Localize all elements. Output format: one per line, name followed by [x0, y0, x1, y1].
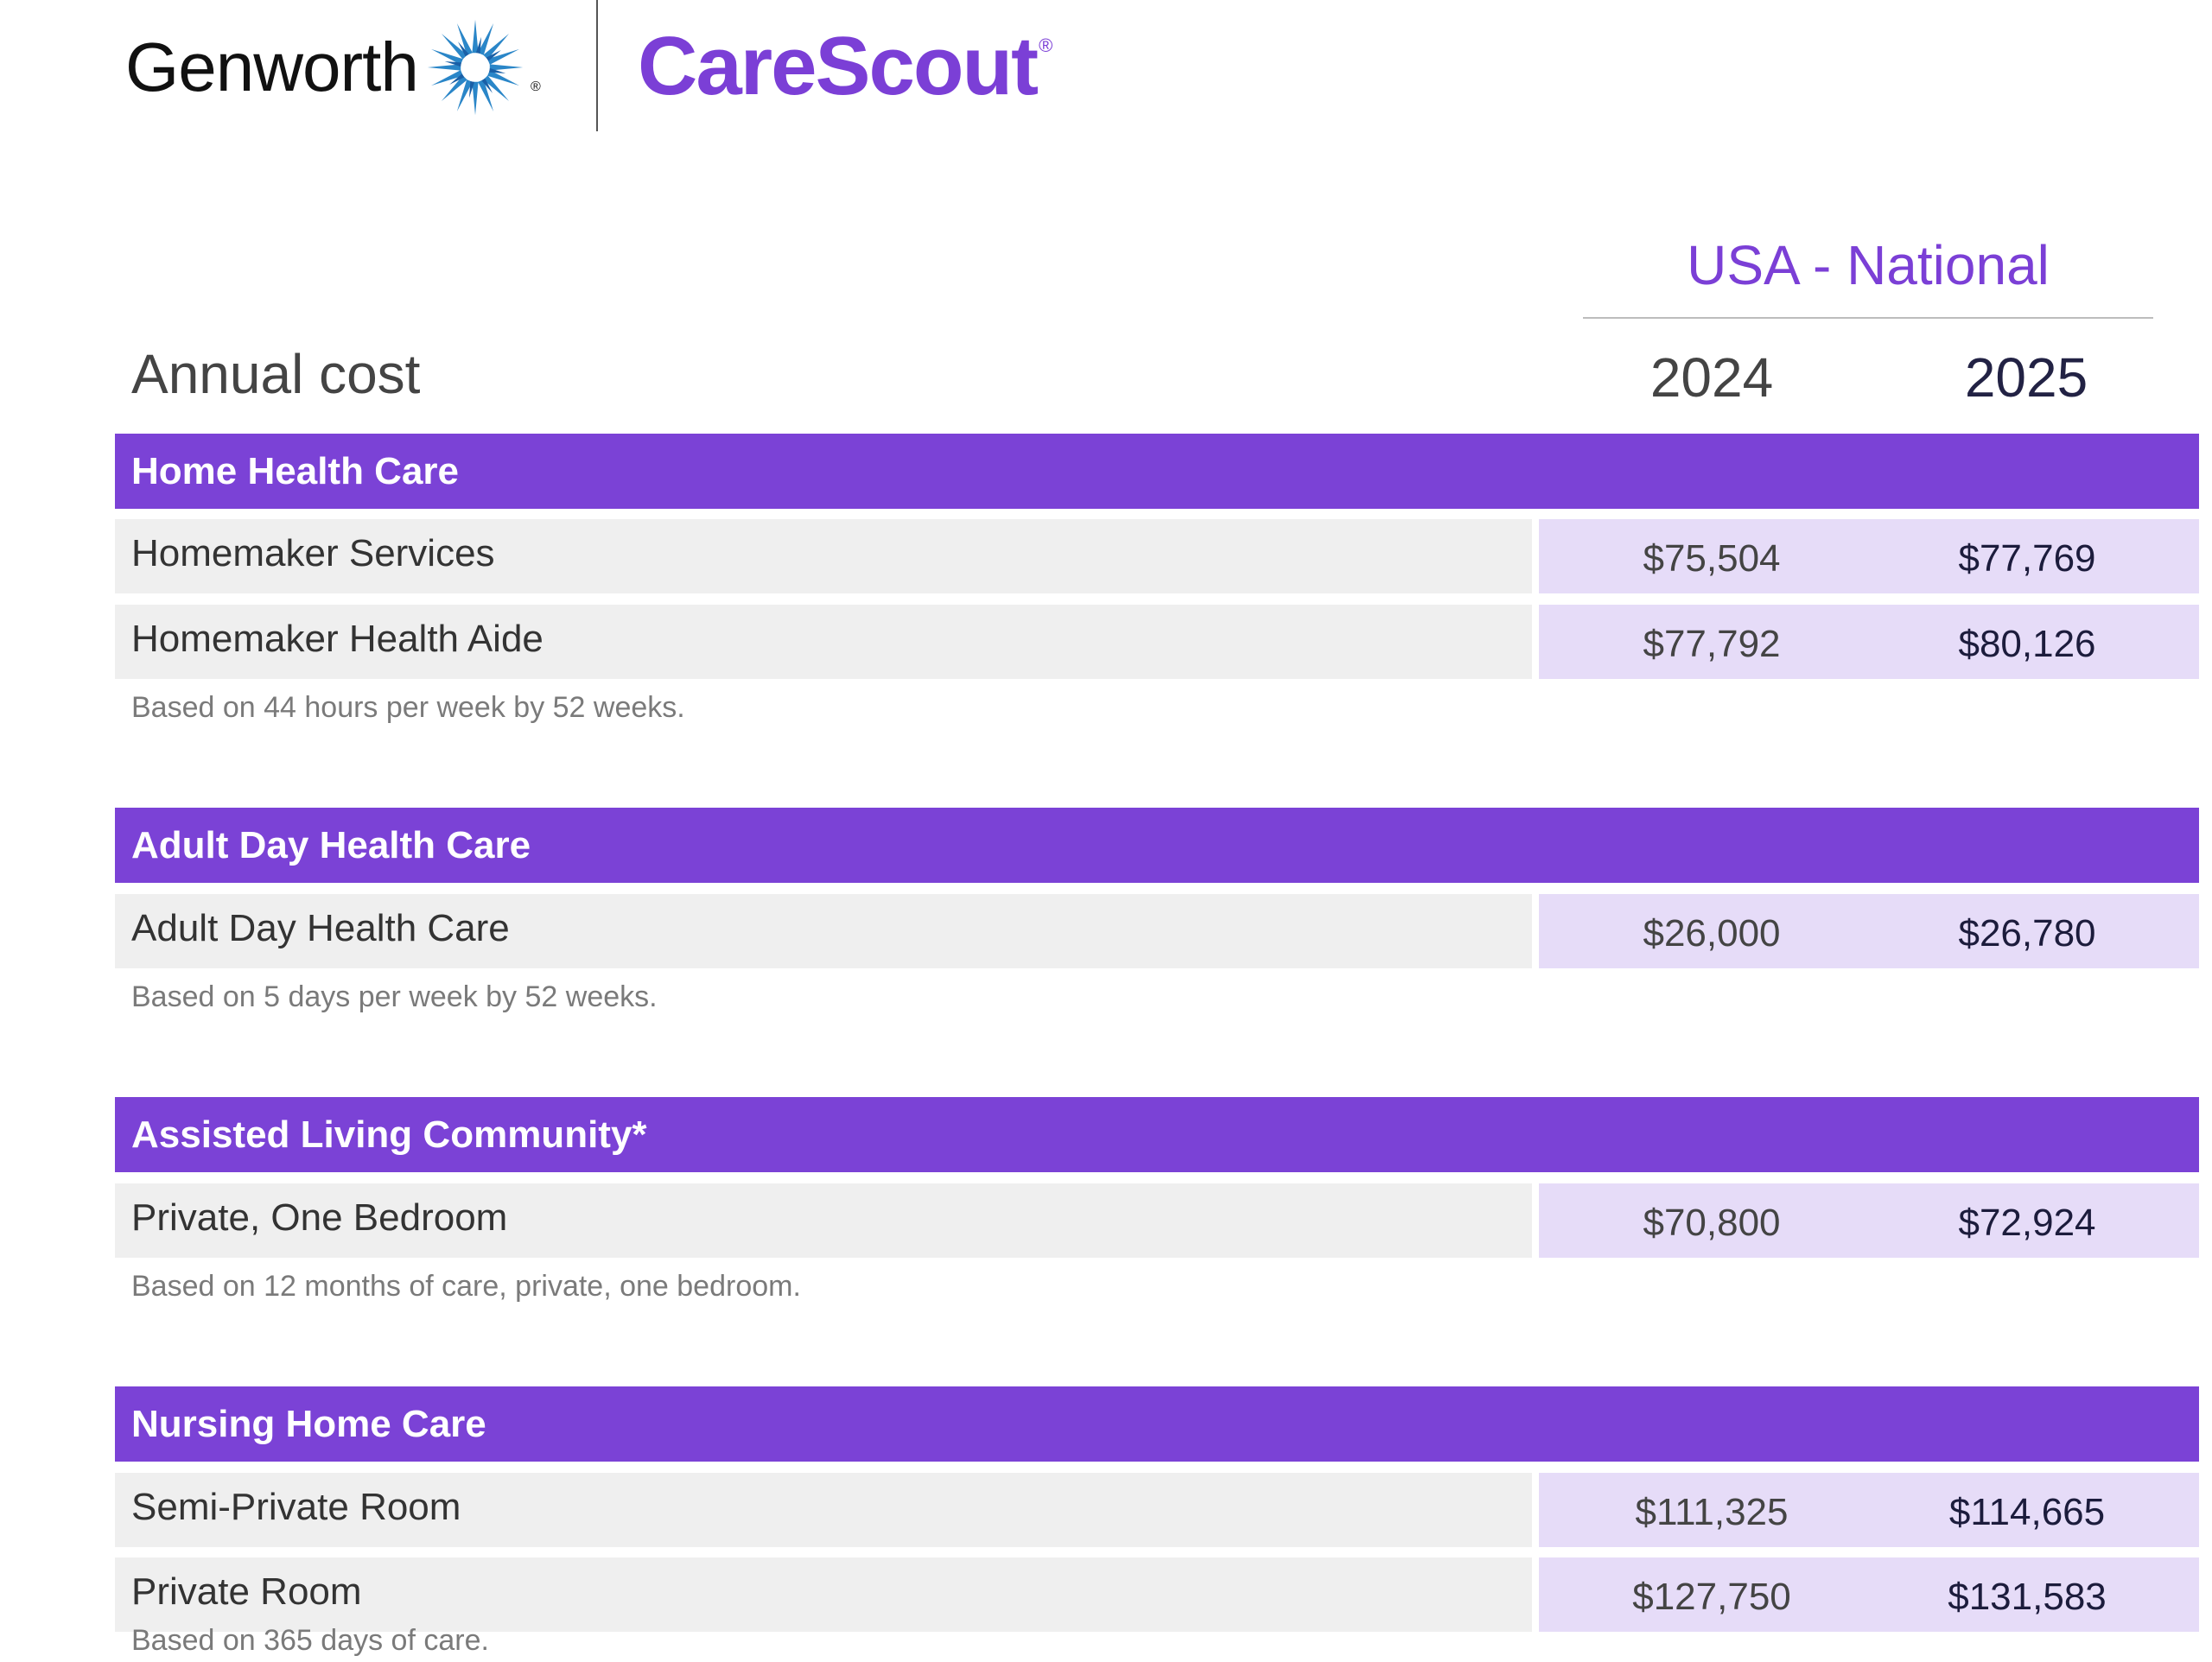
section-note: Based on 44 hours per week by 52 weeks. — [131, 691, 685, 724]
section-header-nursing-home-care: Nursing Home Care — [115, 1386, 2199, 1462]
genworth-registered-mark: ® — [531, 79, 541, 94]
carescout-registered-mark: ® — [1039, 35, 1052, 56]
carescout-logo: CareScout® — [638, 19, 1052, 114]
cost-2024: $26,000 — [1643, 912, 1781, 955]
row-values: $75,504 $77,769 — [1539, 519, 2199, 593]
section-note: Based on 12 months of care, private, one… — [131, 1270, 801, 1303]
table-title: Annual cost — [131, 343, 421, 405]
row-values: $111,325 $114,665 — [1539, 1473, 2199, 1547]
logo-divider — [596, 0, 598, 131]
logo-bar: Genworth — [125, 0, 544, 134]
cost-2024: $70,800 — [1643, 1202, 1781, 1244]
section-header-adult-day-health-care: Adult Day Health Care — [115, 808, 2199, 883]
row-label: Private, One Bedroom — [115, 1183, 1532, 1258]
column-header-2025: 2025 — [1964, 346, 2088, 409]
cost-2024: $111,325 — [1635, 1491, 1789, 1533]
row-label: Homemaker Services — [115, 519, 1532, 593]
section-header-assisted-living: Assisted Living Community* — [115, 1097, 2199, 1172]
cost-2024: $127,750 — [1632, 1576, 1791, 1618]
cost-2025: $77,769 — [1958, 537, 2096, 580]
carescout-wordmark: CareScout — [638, 20, 1039, 112]
row-label: Homemaker Health Aide — [115, 605, 1532, 679]
genworth-wordmark: Genworth — [125, 28, 419, 105]
table-row: Homemaker Health Aide $77,792 $80,126 — [115, 605, 2199, 679]
genworth-starburst-icon: ® — [423, 7, 544, 128]
column-header-2024: 2024 — [1649, 346, 1774, 409]
region-heading: USA - National — [1687, 234, 2050, 296]
region-divider — [1583, 317, 2153, 319]
table-row: Semi-Private Room $111,325 $114,665 — [115, 1473, 2199, 1547]
row-values: $127,750 $131,583 — [1539, 1557, 2199, 1632]
table-row: Private Room $127,750 $131,583 — [115, 1557, 2199, 1632]
row-values: $26,000 $26,780 — [1539, 894, 2199, 968]
row-label: Semi-Private Room — [115, 1473, 1532, 1547]
section-note: Based on 365 days of care. — [131, 1624, 489, 1657]
cost-2024: $75,504 — [1643, 537, 1781, 580]
row-label: Private Room — [115, 1557, 1532, 1632]
table-row: Private, One Bedroom $70,800 $72,924 — [115, 1183, 2199, 1258]
row-values: $77,792 $80,126 — [1539, 605, 2199, 679]
cost-2025: $80,126 — [1958, 623, 2096, 665]
cost-2025: $72,924 — [1958, 1202, 2096, 1244]
cost-2025: $131,583 — [1948, 1576, 2107, 1618]
cost-2024: $77,792 — [1643, 623, 1781, 665]
row-values: $70,800 $72,924 — [1539, 1183, 2199, 1258]
table-row: Homemaker Services $75,504 $77,769 — [115, 519, 2199, 593]
genworth-logo: Genworth — [125, 7, 544, 128]
row-label: Adult Day Health Care — [115, 894, 1532, 968]
cost-2025: $26,780 — [1958, 912, 2096, 955]
table-row: Adult Day Health Care $26,000 $26,780 — [115, 894, 2199, 968]
section-note: Based on 5 days per week by 52 weeks. — [131, 980, 658, 1013]
section-header-home-health-care: Home Health Care — [115, 434, 2199, 509]
cost-2025: $114,665 — [1948, 1491, 2106, 1533]
